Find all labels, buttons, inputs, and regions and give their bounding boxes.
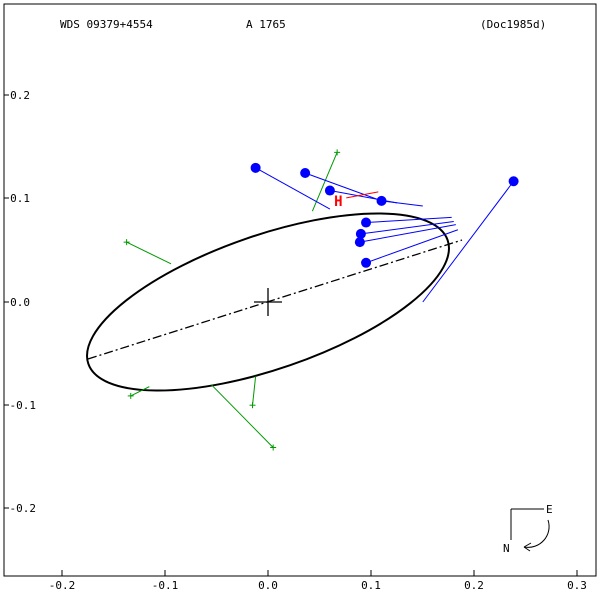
residual-line — [255, 167, 331, 210]
residual-line-other — [130, 386, 150, 397]
measure-point — [355, 228, 366, 239]
measure-point-other — [270, 444, 277, 451]
measure-point-other — [249, 402, 256, 409]
residual-line — [365, 229, 459, 264]
measure-point-other — [127, 392, 134, 399]
orbit-reference: (Doc1985d) — [480, 18, 546, 31]
orbit-ellipse — [86, 212, 450, 392]
measure-point — [324, 185, 335, 196]
line-of-apsides — [87, 239, 463, 360]
y-tick-label: 0.1 — [10, 192, 30, 205]
x-tick-label: 0.0 — [258, 579, 278, 592]
x-tick-label: 0.2 — [464, 579, 484, 592]
residual-line-other — [252, 376, 257, 406]
x-tick-label: 0.1 — [361, 579, 381, 592]
residual-line — [381, 200, 423, 207]
y-tick-label: 0.2 — [10, 89, 30, 102]
y-tick-label: 0.0 — [10, 296, 30, 309]
residual-line — [359, 224, 456, 243]
residual-line — [366, 216, 452, 224]
measure-point-other — [123, 239, 130, 246]
compass-north-label: N — [503, 542, 510, 555]
y-tick-label: -0.1 — [10, 399, 37, 412]
residual-line — [422, 180, 515, 303]
measure-point-other — [334, 149, 341, 156]
y-axis: 0.2 0.1 0.0 -0.1 -0.2 — [4, 89, 36, 515]
residual-line — [304, 172, 382, 202]
x-tick-label: 0.3 — [567, 579, 587, 592]
residual-line-other — [210, 384, 274, 448]
rotation-arrow-icon — [523, 519, 550, 548]
measure-point — [354, 237, 365, 248]
filled-measures-layer — [250, 162, 519, 303]
orientation-compass: E N — [503, 503, 553, 555]
x-axis: -0.2 -0.1 0.0 0.1 0.2 0.3 — [49, 570, 587, 592]
primary-star-marker — [254, 288, 282, 316]
x-tick-label: -0.2 — [49, 579, 76, 592]
residual-line — [360, 221, 454, 235]
y-tick-label: -0.2 — [10, 502, 37, 515]
other-measures-layer — [123, 149, 341, 451]
hipparcos-marker: H — [334, 194, 342, 210]
plot-frame — [3, 3, 597, 577]
hipparcos-layer: H — [334, 191, 379, 210]
residual-line-other — [126, 241, 172, 265]
measure-point — [508, 176, 519, 187]
hipparcos-residual-line — [346, 191, 379, 199]
compass-east-label: E — [546, 503, 553, 516]
measure-point — [250, 162, 261, 173]
measure-point — [376, 195, 387, 206]
x-tick-label: -0.1 — [152, 579, 179, 592]
wds-identifier: WDS 09379+4554 — [60, 18, 153, 31]
measure-point — [361, 217, 372, 228]
measure-point — [361, 257, 372, 268]
measure-point — [300, 168, 311, 178]
discoverer-designation: A 1765 — [246, 18, 286, 31]
